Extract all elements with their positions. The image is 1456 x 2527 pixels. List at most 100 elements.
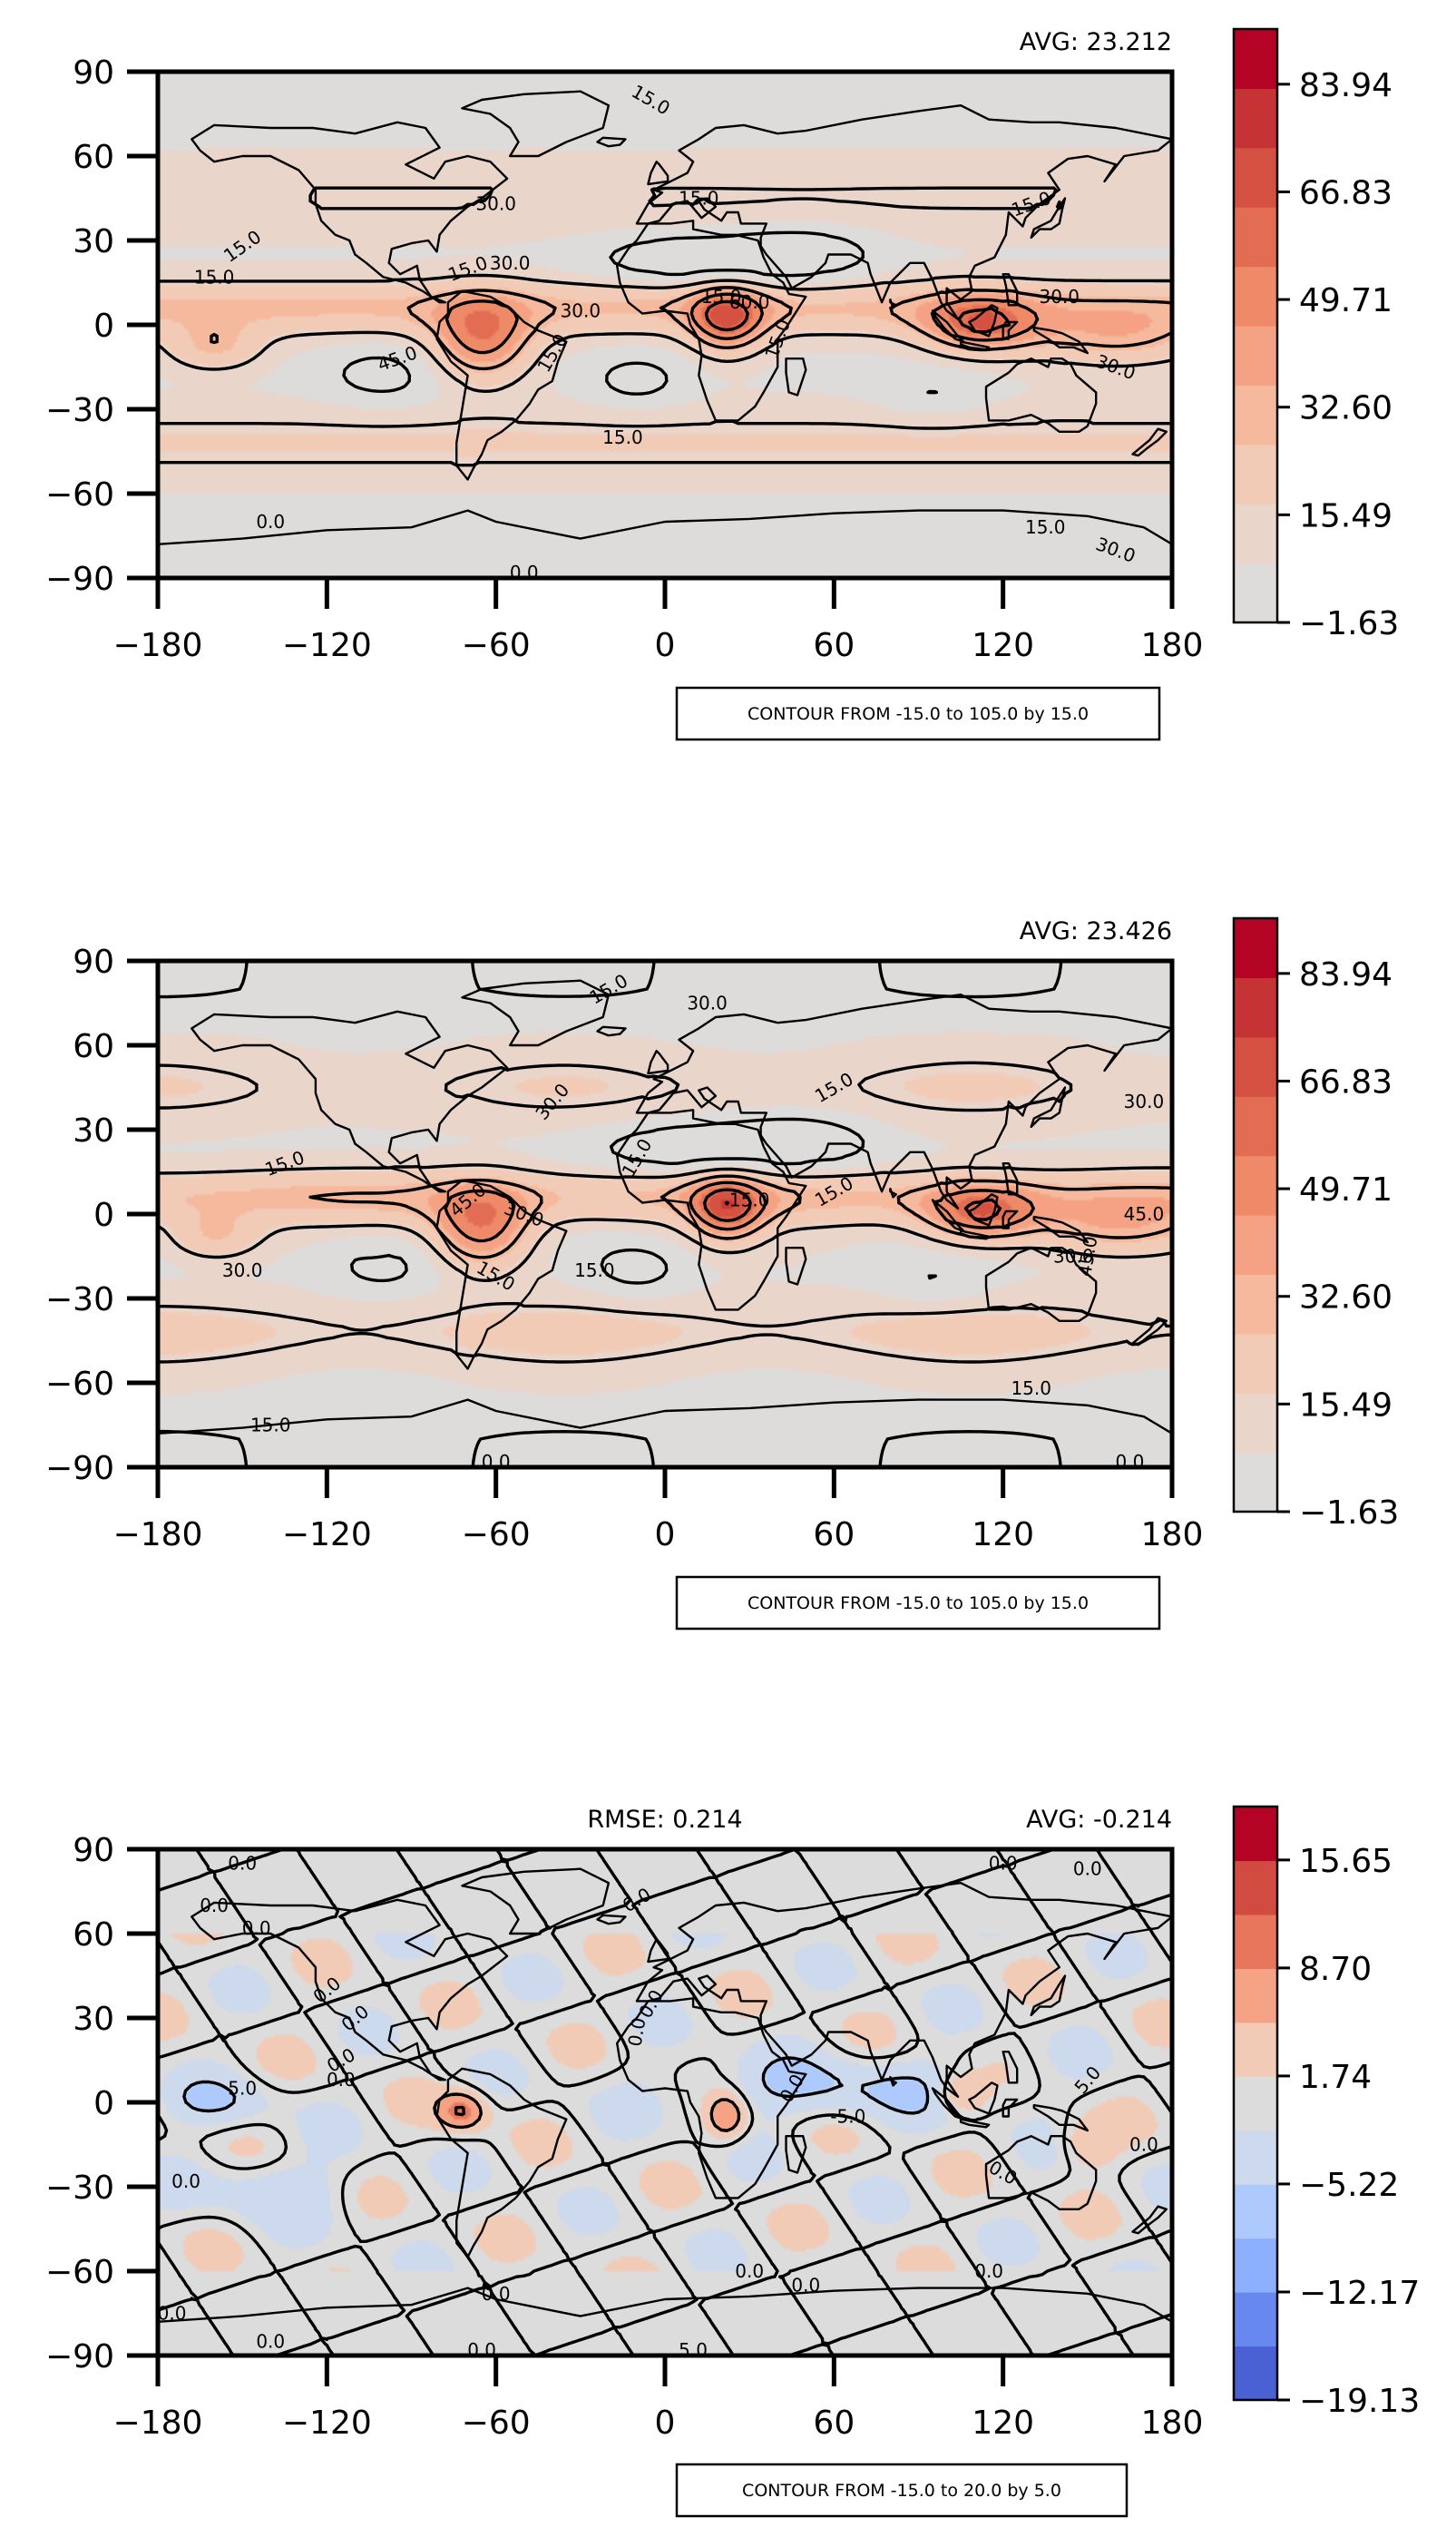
colorbar-segment xyxy=(1234,918,1277,978)
field-raster xyxy=(158,72,1172,578)
coastline xyxy=(931,2087,965,2121)
colorbar-segment xyxy=(1234,2130,1277,2185)
colorbar-segment xyxy=(1234,2292,1277,2347)
colorbar-segment xyxy=(1234,385,1277,446)
coastline xyxy=(647,161,669,186)
contour-label: 0.0 xyxy=(256,511,285,533)
contour-label: 15.0 xyxy=(729,1190,770,1211)
contour-label: 0.0 xyxy=(200,1895,229,1916)
x-tick-label: 180 xyxy=(1141,2405,1204,2442)
coastline xyxy=(968,304,999,338)
x-tick-label: 180 xyxy=(1141,1516,1204,1553)
coastline xyxy=(635,104,1172,320)
y-tick-label: −90 xyxy=(45,2338,114,2375)
coastline xyxy=(1032,326,1089,355)
x-tick-label: 60 xyxy=(813,1516,855,1553)
coastline xyxy=(435,289,568,481)
contour-label: 0.0 xyxy=(242,1917,271,1939)
colorbar-tick-label: 32.60 xyxy=(1299,390,1392,427)
coastline xyxy=(1002,1210,1019,1229)
colorbar-tick-label: 83.94 xyxy=(1299,67,1392,104)
coastline xyxy=(158,2287,1172,2356)
colorbar-segment xyxy=(1234,88,1277,149)
contour-label: 15.0 xyxy=(679,188,719,210)
coastline xyxy=(984,358,1098,433)
axes: −180 −120 −60 0 60 120 180 90 60 30 0 −30 −60 −90 xyxy=(45,1832,1203,2442)
coastline xyxy=(635,994,1172,1210)
colorbar-segment xyxy=(1234,2238,1277,2293)
coastline xyxy=(461,90,611,158)
y-tick-label: 90 xyxy=(73,54,114,92)
contour-label: 0.0 xyxy=(256,2331,285,2353)
y-tick-label: −30 xyxy=(45,392,114,429)
colorbar-segment xyxy=(1234,326,1277,386)
field-raster xyxy=(158,1849,1172,2356)
contour-note: CONTOUR FROM -15.0 to 105.0 by 15.0 xyxy=(748,704,1089,724)
panel-2: AVG: 23.426 15.0 30.0 30.0 15.0 15.0 15.0 30.0… xyxy=(45,916,1399,1631)
colorbar-tick-label: −19.13 xyxy=(1299,2383,1420,2420)
coastline xyxy=(959,340,991,351)
coastline xyxy=(1131,2205,1168,2235)
coastline xyxy=(984,1247,1098,1322)
coastline xyxy=(984,2135,1098,2210)
colorbar: 83.94 66.83 49.71 32.60 15.49 −1.63 xyxy=(1232,916,1399,1532)
colorbar-segment xyxy=(1234,2346,1277,2401)
contour-note-box: CONTOUR FROM -15.0 to 105.0 by 15.0 xyxy=(675,1575,1161,1631)
colorbar-tick-label: −12.17 xyxy=(1299,2275,1420,2312)
x-tick-label: −180 xyxy=(113,1516,203,1553)
colorbar-segment xyxy=(1234,444,1277,504)
colorbar-segment xyxy=(1234,563,1277,623)
colorbar: 15.65 8.70 1.74 −5.22 −12.17 −19.13 xyxy=(1232,1805,1420,2420)
colorbar-tick-label: 15.65 xyxy=(1299,1843,1392,1880)
colorbar-segment xyxy=(1234,2022,1277,2077)
coastline xyxy=(931,1199,965,1232)
coastline xyxy=(1032,2103,1089,2132)
coastline xyxy=(968,1193,999,1227)
y-tick-label: −30 xyxy=(45,2169,114,2207)
colorbar-tick-label: −1.63 xyxy=(1299,1494,1399,1532)
contour-note-box: CONTOUR FROM -15.0 to 105.0 by 15.0 xyxy=(675,686,1161,741)
contour-line xyxy=(210,286,1172,371)
x-tick-label: 0 xyxy=(655,2405,676,2442)
contour-note: CONTOUR FROM -15.0 to 20.0 by 5.0 xyxy=(742,2481,1061,2501)
contour-label: 30.0 xyxy=(490,252,531,274)
coastline xyxy=(191,1898,509,2081)
coastline xyxy=(1002,320,1019,340)
colorbar-tick-label: 32.60 xyxy=(1299,1279,1392,1317)
coastline xyxy=(616,1997,807,2199)
field-raster xyxy=(158,961,1172,1467)
contour-label: 0.0 xyxy=(482,2283,511,2305)
coastline xyxy=(931,309,965,343)
coastline xyxy=(435,2067,568,2258)
y-tick-label: 30 xyxy=(73,1112,114,1150)
x-tick-label: −60 xyxy=(462,1516,531,1553)
contour-note: CONTOUR FROM -15.0 to 105.0 by 15.0 xyxy=(748,1593,1089,1613)
contour-label: 0.0 xyxy=(1073,1858,1102,1880)
colorbar-frame xyxy=(1232,916,1279,1513)
contour-note-box: CONTOUR FROM -15.0 to 20.0 by 5.0 xyxy=(675,2463,1129,2518)
coastline xyxy=(461,1867,611,1935)
colorbar-segment xyxy=(1234,1274,1277,1335)
contour-label: 15.0 xyxy=(1025,516,1066,538)
contour-line xyxy=(704,299,1011,334)
coastline xyxy=(1030,1086,1067,1129)
contour-line xyxy=(433,2092,741,2132)
colorbar-segment xyxy=(1234,1096,1277,1157)
y-tick-label: −60 xyxy=(45,2254,114,2291)
colorbar-tick-label: 8.70 xyxy=(1299,1951,1372,1988)
x-tick-label: 120 xyxy=(972,627,1034,664)
y-tick-label: 90 xyxy=(73,944,114,981)
contour-label: 0.0 xyxy=(171,2170,200,2192)
coastline xyxy=(616,220,807,422)
x-tick-label: 120 xyxy=(972,1516,1034,1553)
contour-label: 0.0 xyxy=(510,562,539,583)
coastline xyxy=(1002,2098,1019,2118)
contour-line xyxy=(342,230,938,396)
map-field: 15.0 30.030.015.015.015.0 30.015.030.045.0… xyxy=(158,961,1172,1467)
colorbar-tick-label: 83.94 xyxy=(1299,956,1392,994)
avg-label: AVG: 23.426 xyxy=(1020,917,1172,945)
coastline xyxy=(889,2075,897,2087)
axes: −180 −120 −60 0 60 120 180 90 60 30 0 −30 −60 −90 xyxy=(45,944,1203,1553)
colorbar-segment xyxy=(1234,1155,1277,1216)
